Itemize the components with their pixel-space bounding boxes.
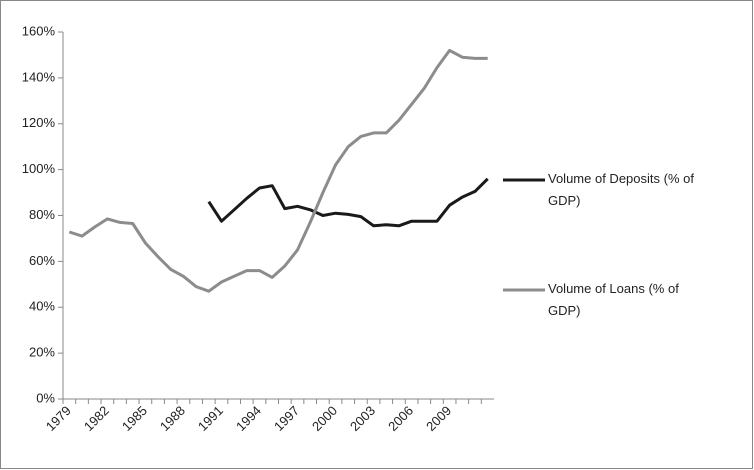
y-tick-label: 120% [22, 115, 56, 130]
y-tick-label: 100% [22, 161, 56, 176]
y-tick-label: 80% [29, 207, 55, 222]
y-tick-label: 40% [29, 299, 55, 314]
y-tick-label: 160% [22, 23, 56, 38]
y-tick-label: 60% [29, 253, 55, 268]
y-tick-label: 140% [22, 69, 56, 84]
y-tick-label: 0% [36, 390, 55, 405]
line-series [207, 177, 489, 228]
y-tick-label: 20% [29, 345, 55, 360]
legend-label: Volume of Loans (% of GDP) [548, 281, 679, 318]
legend-label: Volume of Deposits (% of GDP) [548, 171, 694, 208]
line-series [68, 48, 488, 293]
